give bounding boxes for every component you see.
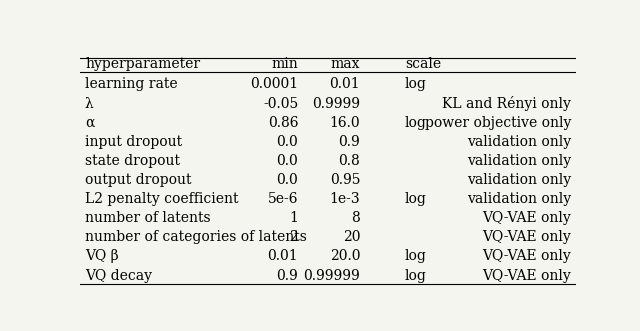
Text: KL and Rényi only: KL and Rényi only (442, 96, 571, 111)
Text: 0.0: 0.0 (276, 173, 298, 187)
Text: 0.8: 0.8 (339, 154, 360, 168)
Text: validation only: validation only (467, 135, 571, 149)
Text: 2: 2 (289, 230, 298, 244)
Text: VQ β: VQ β (85, 250, 118, 263)
Text: log: log (405, 192, 427, 206)
Text: 0.9: 0.9 (276, 268, 298, 283)
Text: 5e-6: 5e-6 (268, 192, 298, 206)
Text: log: log (405, 77, 427, 91)
Text: number of categories of latents: number of categories of latents (85, 230, 307, 244)
Text: 0.0001: 0.0001 (250, 77, 298, 91)
Text: 0.01: 0.01 (268, 250, 298, 263)
Text: 0.9: 0.9 (339, 135, 360, 149)
Text: 0.0: 0.0 (276, 154, 298, 168)
Text: 16.0: 16.0 (330, 116, 360, 130)
Text: log: log (405, 268, 427, 283)
Text: min: min (271, 57, 298, 71)
Text: 0.0: 0.0 (276, 135, 298, 149)
Text: 1e-3: 1e-3 (330, 192, 360, 206)
Text: L2 penalty coefficient: L2 penalty coefficient (85, 192, 239, 206)
Text: -0.05: -0.05 (263, 97, 298, 111)
Text: 20: 20 (343, 230, 360, 244)
Text: state dropout: state dropout (85, 154, 180, 168)
Text: validation only: validation only (467, 154, 571, 168)
Text: log: log (405, 116, 427, 130)
Text: 0.9999: 0.9999 (312, 97, 360, 111)
Text: power objective only: power objective only (425, 116, 571, 130)
Text: λ: λ (85, 97, 93, 111)
Text: learning rate: learning rate (85, 77, 177, 91)
Text: input dropout: input dropout (85, 135, 182, 149)
Text: 1: 1 (289, 211, 298, 225)
Text: VQ-VAE only: VQ-VAE only (483, 250, 571, 263)
Text: 0.01: 0.01 (330, 77, 360, 91)
Text: max: max (331, 57, 360, 71)
Text: 0.86: 0.86 (268, 116, 298, 130)
Text: VQ decay: VQ decay (85, 268, 152, 283)
Text: VQ-VAE only: VQ-VAE only (483, 211, 571, 225)
Text: VQ-VAE only: VQ-VAE only (483, 230, 571, 244)
Text: hyperparameter: hyperparameter (85, 57, 200, 71)
Text: 0.99999: 0.99999 (303, 268, 360, 283)
Text: validation only: validation only (467, 192, 571, 206)
Text: validation only: validation only (467, 173, 571, 187)
Text: 0.95: 0.95 (330, 173, 360, 187)
Text: VQ-VAE only: VQ-VAE only (483, 268, 571, 283)
Text: output dropout: output dropout (85, 173, 191, 187)
Text: scale: scale (405, 57, 441, 71)
Text: log: log (405, 250, 427, 263)
Text: α: α (85, 116, 94, 130)
Text: 20.0: 20.0 (330, 250, 360, 263)
Text: number of latents: number of latents (85, 211, 211, 225)
Text: 8: 8 (351, 211, 360, 225)
